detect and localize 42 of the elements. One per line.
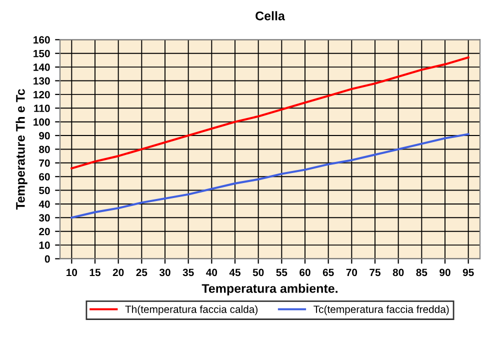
y-tick-label: 90	[39, 132, 50, 140]
chart-title: Cella	[256, 11, 286, 20]
x-tick-label: 70	[346, 268, 358, 276]
y-tick-label: 50	[39, 186, 50, 194]
x-tick-label: 65	[322, 268, 334, 276]
y-tick-label: 100	[34, 118, 50, 126]
x-tick-label: 30	[159, 268, 170, 276]
x-tick-label: 75	[370, 268, 381, 276]
legend-label: Tc(temperatura faccia fredda)	[314, 305, 449, 316]
line-series	[70, 133, 470, 219]
x-tick-label: 10	[66, 268, 78, 276]
x-tick-label: 55	[276, 268, 288, 276]
x-tick-label: 40	[206, 268, 218, 276]
y-tick-label: 30	[38, 214, 50, 222]
x-axis-title: Temperatura ambiente.	[202, 284, 338, 296]
x-tick-label: 95	[462, 268, 474, 276]
y-tick-label: 140	[34, 64, 50, 71]
x-tick-label: 60	[300, 268, 310, 276]
y-tick-label: 110	[34, 104, 50, 112]
line-series	[70, 56, 470, 170]
y-tick-label: 80	[39, 146, 50, 154]
x-tick-label: 80	[392, 268, 404, 276]
y-axis-title: Temperature Th e Tc	[16, 89, 28, 210]
y-tick-label: 10	[39, 242, 50, 249]
x-tick-label: 35	[182, 268, 194, 276]
y-tick-label: 0	[44, 255, 50, 263]
y-tick-label: 120	[34, 90, 50, 98]
y-tick-label: 60	[39, 173, 50, 180]
legend-label: Th(temperatura faccia calda)	[125, 305, 258, 316]
x-tick-label: 45	[229, 268, 241, 276]
x-tick-label: 25	[136, 268, 148, 276]
y-tick-label: 40	[38, 200, 50, 208]
x-tick-label: 50	[252, 268, 264, 276]
y-tick-label: 130	[34, 77, 50, 85]
x-tick-label: 20	[112, 268, 124, 276]
x-tick-label: 15	[90, 268, 101, 276]
x-tick-label: 90	[440, 268, 450, 276]
y-tick-label: 20	[39, 228, 50, 236]
y-tick-label: 160	[34, 36, 50, 44]
y-tick-label: 70	[39, 159, 50, 167]
y-tick-label: 150	[34, 50, 50, 58]
x-tick-label: 85	[416, 268, 428, 276]
